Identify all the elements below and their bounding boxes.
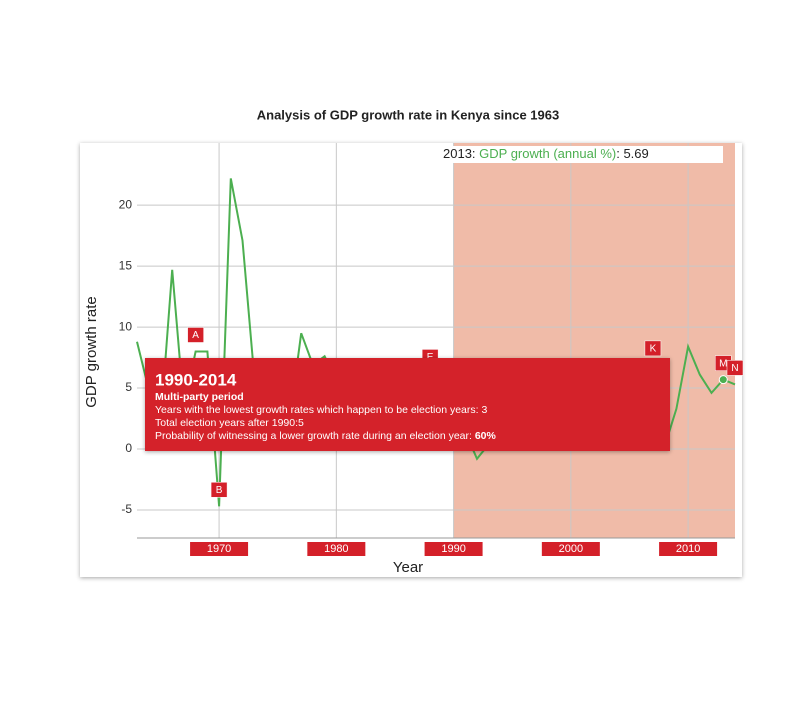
tooltip-title: 1990-2014: [155, 370, 237, 389]
x-tick-box: [190, 542, 249, 556]
tooltip-subtitle: Multi-party period: [155, 391, 244, 403]
flag-label: E: [427, 352, 434, 363]
hover-value: 5.69: [623, 146, 648, 161]
x-tick-label: 1970: [207, 543, 231, 555]
hover-label-bg: [441, 146, 723, 163]
flag-label: A: [192, 330, 199, 341]
x-tick-box: [307, 542, 366, 556]
tooltip-box: [145, 358, 670, 451]
flag: [726, 360, 744, 376]
y-axis-title: GDP growth rate: [83, 296, 100, 407]
x-tick-box: [424, 542, 483, 556]
tooltip-line: Total election years after 1990:5: [155, 417, 304, 429]
y-tick-label: 5: [125, 380, 132, 394]
x-axis-title: Year: [393, 559, 423, 576]
separator: :: [472, 146, 479, 161]
flag-label: K: [650, 344, 657, 355]
flag-label: M: [719, 358, 727, 369]
tooltip-value: 60%: [475, 430, 497, 442]
flag: [644, 340, 662, 357]
y-tick-label: 10: [119, 319, 133, 333]
x-tick-label: 1980: [324, 543, 348, 555]
hover-series: GDP growth (annual %): [479, 146, 616, 161]
y-tick-label: 20: [119, 197, 133, 211]
hover-point: [718, 375, 728, 385]
flag-label: N: [731, 363, 738, 374]
y-tick-label: 15: [119, 258, 133, 272]
tooltip-line: Probability of witnessing a lower growth…: [155, 430, 497, 442]
plot-area: -5 0 5 10 15 20 1970 1980 1990 2000 2010 A B E K M N: [119, 143, 744, 556]
tooltip-line: Years with the lowest growth rates which…: [155, 404, 487, 416]
x-tick-box: [659, 542, 718, 556]
x-tick-box: [541, 542, 600, 556]
hover-label: 2013: GDP growth (annual %): 5.69: [443, 146, 649, 161]
flag: [187, 327, 204, 343]
band-tooltip: 1990-2014 Multi-party period Years with …: [145, 358, 670, 451]
separator: :: [616, 146, 623, 161]
flag: [210, 482, 228, 498]
x-tick-label: 1990: [441, 543, 465, 555]
y-tick-label: 0: [125, 441, 132, 455]
y-tick-label: -5: [121, 502, 132, 516]
hover-year: 2013: [443, 146, 472, 161]
flag-label: B: [216, 485, 223, 496]
x-tick-label: 2000: [559, 543, 583, 555]
plot-band: [453, 143, 735, 538]
x-tick-label: 2010: [676, 543, 700, 555]
tooltip-text: Probability of witnessing a lower growth…: [155, 430, 475, 442]
chart-title: Analysis of GDP growth rate in Kenya sin…: [257, 107, 559, 122]
